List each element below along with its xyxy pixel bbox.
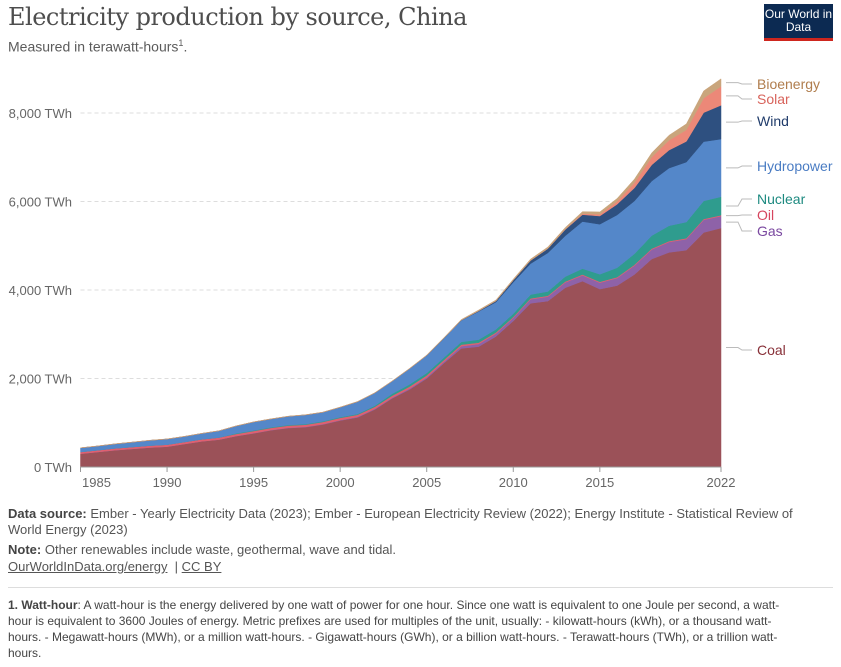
y-tick-label: 0 TWh	[34, 460, 72, 475]
y-tick-label: 2,000 TWh	[9, 372, 72, 387]
source-text: Ember - Yearly Electricity Data (2023); …	[8, 506, 793, 537]
y-tick-label: 4,000 TWh	[9, 283, 72, 298]
subtitle-end: .	[183, 38, 188, 55]
footnote-label: 1. Watt-hour	[8, 598, 78, 612]
footnote-text: : A watt-hour is the energy delivered by…	[8, 598, 780, 660]
note-label: Note:	[8, 542, 42, 557]
chart-title: Electricity production by source, China	[8, 3, 467, 31]
x-tick-label: 1990	[153, 475, 182, 490]
legend-leader-line	[726, 95, 752, 100]
x-tick-label: 1985	[82, 475, 111, 490]
legend-leader-line	[726, 214, 752, 217]
footer-links: OurWorldInData.org/energy | CC BY	[8, 559, 222, 574]
x-tick-label: 1995	[239, 475, 268, 490]
data-source: Data source: Ember - Yearly Electricity …	[8, 506, 808, 538]
source-label: Data source:	[8, 506, 87, 521]
license-link[interactable]: CC BY	[181, 559, 222, 574]
legend-leader-line	[726, 120, 752, 123]
legend-leader-line	[726, 82, 752, 85]
x-tick-label: 2010	[499, 475, 528, 490]
legend-label-bioenergy: Bioenergy	[757, 76, 820, 92]
legend-label-hydropower: Hydropower	[757, 158, 833, 174]
legend-label-coal: Coal	[757, 342, 786, 358]
x-tick-label: 2022	[707, 475, 736, 490]
legend-leader-line	[726, 221, 752, 232]
footnote-ref[interactable]: 1	[178, 38, 184, 48]
legend-label-nuclear: Nuclear	[757, 191, 806, 207]
x-tick-label: 2015	[585, 475, 614, 490]
divider	[8, 587, 833, 588]
subtitle-text: Measured in terawatt-hours	[8, 38, 179, 55]
area-bioenergy	[80, 78, 722, 449]
legend-label-oil: Oil	[757, 207, 774, 223]
footnote: 1. Watt-hour: A watt-hour is the energy …	[8, 597, 798, 661]
owid-energy-link[interactable]: OurWorldInData.org/energy	[8, 559, 168, 574]
chart-subtitle: Measured in terawatt-hours1.	[8, 38, 187, 55]
legend-leader-line	[726, 165, 752, 169]
legend-leader-line	[726, 198, 752, 207]
x-tick-label: 2000	[326, 475, 355, 490]
legend-label-wind: Wind	[757, 113, 789, 129]
legend-leader-line	[726, 347, 752, 351]
legend-label-solar: Solar	[757, 91, 790, 107]
legend-label-gas: Gas	[757, 223, 783, 239]
stacked-area-chart: 0 TWh 2,000 TWh 4,000 TWh 6,000 TWh 8,000 TW…	[9, 76, 833, 490]
x-tick-label: 2005	[412, 475, 441, 490]
y-tick-label: 8,000 TWh	[9, 106, 72, 121]
owid-logo[interactable]: Our World in Data	[764, 4, 833, 41]
note-text: Other renewables include waste, geotherm…	[44, 542, 397, 557]
y-tick-label: 6,000 TWh	[9, 195, 72, 210]
chart-note: Note: Other renewables include waste, ge…	[8, 542, 396, 558]
